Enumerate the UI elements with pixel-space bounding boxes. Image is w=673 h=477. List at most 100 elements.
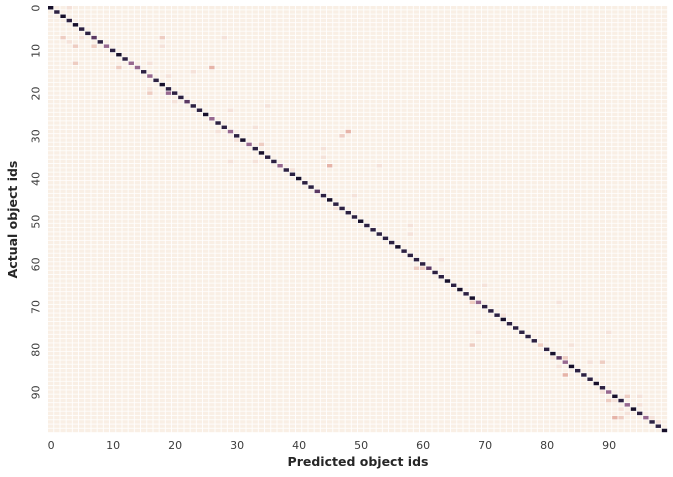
- heatmap-cell: [258, 151, 265, 155]
- heatmap-cell: [128, 61, 134, 65]
- heatmap-cell: [612, 394, 618, 399]
- heatmap-cell: [252, 146, 258, 151]
- heatmap-cell: [196, 108, 203, 112]
- heatmap-cell: [147, 87, 153, 91]
- heatmap-cell: [581, 373, 587, 377]
- heatmap-cell: [172, 99, 178, 104]
- heatmap-cell: [525, 334, 531, 339]
- heatmap-cell: [283, 168, 289, 172]
- heatmap-cell: [60, 14, 66, 19]
- heatmap-cell: [469, 296, 475, 300]
- x-tick-label: 40: [292, 439, 306, 452]
- heatmap-cell: [401, 249, 407, 253]
- heatmap-cell: [153, 78, 159, 83]
- heatmap-cell: [612, 398, 618, 403]
- heatmap-cell: [593, 381, 599, 386]
- y-tick-label: 70: [30, 300, 43, 314]
- heatmap-cell: [407, 223, 413, 228]
- heatmap-cell: [165, 74, 172, 78]
- heatmap-cell: [661, 428, 668, 433]
- heatmap-cell: [637, 403, 643, 407]
- heatmap-cell: [413, 257, 420, 262]
- heatmap-cell: [141, 70, 147, 74]
- heatmap-cell: [562, 373, 568, 377]
- x-tick-label: 30: [230, 439, 244, 452]
- heatmap-cell: [506, 321, 513, 326]
- heatmap-cell: [122, 57, 128, 61]
- heatmap-cell: [655, 424, 661, 428]
- heatmap-cell: [568, 364, 575, 369]
- heatmap-cell: [289, 172, 296, 176]
- heatmap-cell: [327, 163, 333, 168]
- heatmap-cell: [612, 415, 618, 420]
- heatmap-cell: [320, 193, 327, 198]
- y-tick-label: 60: [30, 257, 43, 271]
- x-tick-label: 50: [354, 439, 368, 452]
- heatmap-cell: [630, 407, 637, 411]
- heatmap-cell: [519, 330, 525, 334]
- heatmap-cell: [97, 40, 103, 44]
- heatmap-cell: [103, 44, 110, 48]
- heatmap-cell: [178, 95, 184, 100]
- heatmap-cell: [389, 240, 395, 245]
- heatmap-cell: [370, 228, 376, 232]
- heatmap-cell: [618, 415, 624, 420]
- heatmap-cell: [265, 104, 271, 108]
- heatmap-cell: [544, 347, 550, 352]
- heatmap-cell: [209, 65, 215, 70]
- heatmap-cell: [488, 309, 494, 313]
- heatmap-cell: [351, 215, 358, 219]
- heatmap-cell: [271, 159, 277, 164]
- heatmap-cell: [426, 266, 432, 270]
- heatmap-cell: [159, 44, 165, 48]
- heatmap-cell: [606, 330, 612, 334]
- heatmap-cell: [215, 129, 221, 134]
- heatmap-cell: [599, 390, 606, 394]
- x-tick-label: 70: [478, 439, 492, 452]
- heatmap-cell: [327, 198, 333, 202]
- heatmap-cell: [339, 206, 345, 211]
- heatmap-cell: [606, 390, 612, 394]
- heatmap-cell: [110, 48, 116, 53]
- heatmap-cell: [66, 6, 72, 10]
- heatmap-cell: [618, 398, 624, 403]
- heatmap-cell: [190, 104, 196, 108]
- heatmap-cell: [72, 23, 79, 27]
- y-tick-labels: 0 10 20 30 40 50 60 70 80 90: [30, 5, 43, 400]
- heatmap-cell: [531, 339, 537, 343]
- heatmap-cell: [587, 360, 593, 364]
- heatmap-cell: [172, 91, 178, 95]
- heatmap-cell: [48, 6, 54, 10]
- y-tick-label: 20: [30, 87, 43, 101]
- x-tick-label: 0: [48, 439, 55, 452]
- heatmap-cell: [277, 163, 283, 168]
- heatmap-cell: [296, 176, 302, 181]
- heatmap-cell: [79, 27, 85, 31]
- heatmap-cell: [289, 168, 296, 172]
- heatmap-cell: [624, 411, 630, 416]
- heatmap-cell: [618, 407, 624, 411]
- heatmap-cell: [599, 386, 606, 390]
- heatmap-cell: [457, 287, 463, 292]
- y-tick-label: 90: [30, 385, 43, 399]
- heatmap-cell: [134, 65, 141, 70]
- heatmap-cell: [444, 279, 451, 283]
- heatmap-cell: [438, 257, 444, 262]
- heatmap-cell: [72, 61, 79, 65]
- heatmap-cell: [227, 108, 234, 112]
- heatmap-cell: [587, 377, 593, 381]
- heatmap-cell: [413, 266, 420, 270]
- heatmap-cell: [203, 112, 209, 117]
- heatmap-cell: [234, 134, 240, 138]
- heatmap-cells: [48, 6, 668, 433]
- heatmap-cell: [184, 99, 190, 104]
- heatmap-cell: [556, 356, 562, 360]
- heatmap-cell: [345, 129, 351, 134]
- heatmap-cell: [159, 82, 165, 87]
- x-tick-label: 20: [168, 439, 182, 452]
- y-axis-label: Actual object ids: [5, 161, 20, 279]
- heatmap-cell: [159, 35, 165, 40]
- heatmap-cell: [351, 193, 358, 198]
- heatmap-cell: [407, 232, 413, 236]
- x-tick-label: 60: [416, 439, 430, 452]
